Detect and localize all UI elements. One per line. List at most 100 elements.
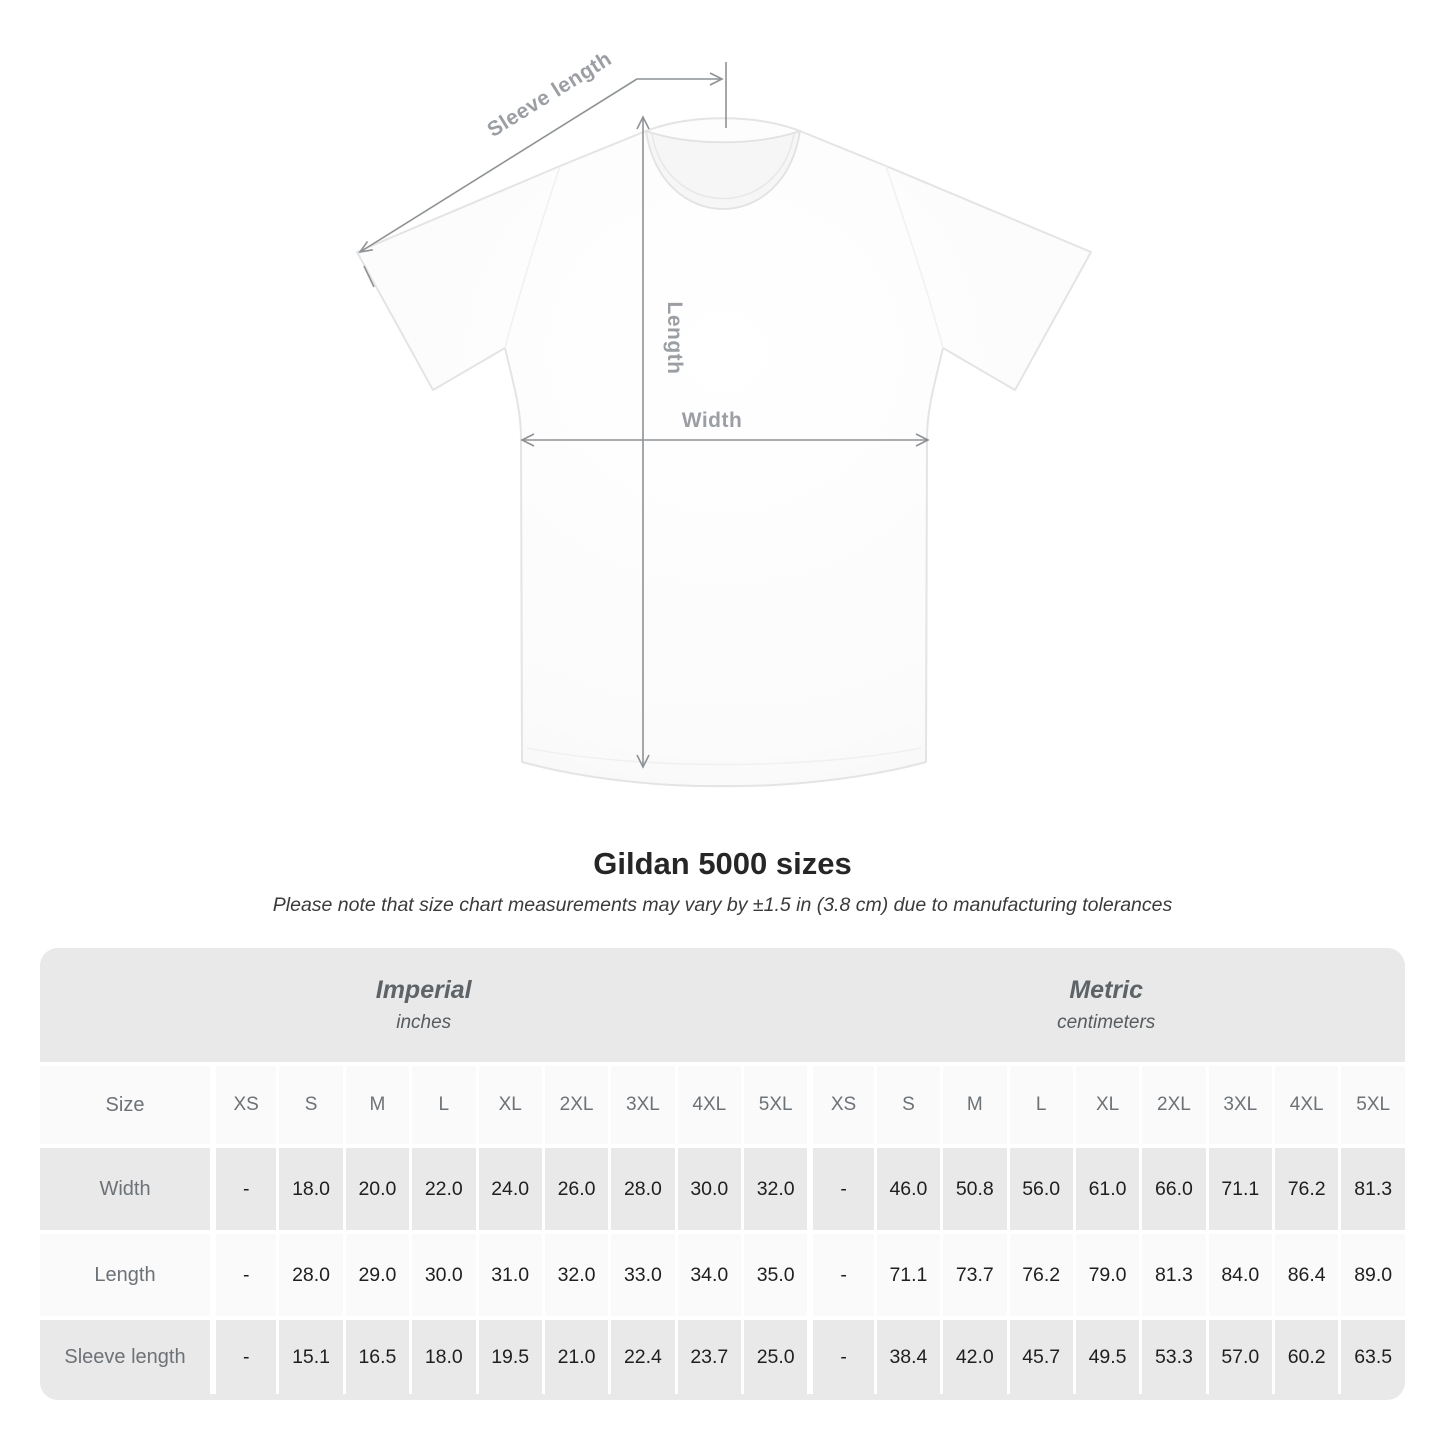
size-header-label: Size: [40, 1062, 210, 1144]
left-sleeve-seam: [504, 165, 561, 349]
size-column-header: XS: [210, 1062, 277, 1144]
measurement-value: 18.0: [409, 1316, 476, 1394]
measurement-value: 81.3: [1338, 1144, 1405, 1230]
measurement-value: 73.7: [940, 1230, 1007, 1316]
measurement-value: 28.0: [276, 1230, 343, 1316]
measurement-value: 81.3: [1139, 1230, 1206, 1316]
metric-group-header: Metric centimeters: [807, 948, 1405, 1062]
size-column-header: 4XL: [1272, 1062, 1339, 1144]
size-column-header: S: [873, 1062, 941, 1144]
measurement-row: Length -28.0 29.0 30.0 31.0 32.0 33.0 34.0 35.0-…: [40, 1230, 1405, 1316]
measurement-value: -: [210, 1230, 277, 1316]
size-column-header: M: [940, 1062, 1007, 1144]
measurement-value: -: [210, 1316, 277, 1394]
measurement-value: 26.0: [541, 1144, 609, 1230]
size-column-header: XL: [475, 1062, 542, 1144]
measurement-value: 42.0: [940, 1316, 1007, 1394]
width-right-arrowhead: [915, 433, 930, 447]
size-column-header: S: [276, 1062, 343, 1144]
width-left-arrowhead: [520, 433, 535, 447]
width-label: Width: [682, 409, 743, 432]
measurement-value: -: [210, 1144, 277, 1230]
unit-group-row: Imperial inches Metric centimeters: [40, 948, 1405, 1062]
measurement-value: 24.0: [475, 1144, 542, 1230]
measurement-value: 15.1: [276, 1316, 343, 1394]
measurement-value: 46.0: [873, 1144, 941, 1230]
measurement-value: 21.0: [541, 1316, 609, 1394]
measurement-value: -: [807, 1230, 874, 1316]
size-column-header: L: [1006, 1062, 1073, 1144]
measurement-value: 22.4: [608, 1316, 675, 1394]
measurement-value: -: [807, 1316, 874, 1394]
imperial-group-unit: inches: [396, 1012, 452, 1033]
measurement-value: 28.0: [608, 1144, 675, 1230]
sleeve-length-label: Sleeve length: [483, 47, 616, 142]
measurement-value: 31.0: [475, 1230, 542, 1316]
measurement-value: 63.5: [1338, 1316, 1405, 1394]
measurement-value: 53.3: [1139, 1316, 1206, 1394]
collar-band-line: [651, 133, 795, 200]
size-column-header: XS: [807, 1062, 874, 1144]
hem-stitch: [526, 747, 922, 766]
measurement-value: 29.0: [342, 1230, 410, 1316]
size-column-header: 2XL: [541, 1062, 609, 1144]
row-label: Length: [40, 1230, 210, 1316]
measurement-value: 66.0: [1139, 1144, 1206, 1230]
size-column-header: 5XL: [741, 1062, 808, 1144]
page-title: Gildan 5000 sizes: [593, 846, 852, 881]
size-column-header: M: [342, 1062, 410, 1144]
length-label: Length: [663, 302, 686, 375]
sleeve-end-extension-line: [363, 265, 375, 288]
measurement-value: 86.4: [1272, 1230, 1339, 1316]
measurement-value: 16.5: [342, 1316, 410, 1394]
measurement-value: 84.0: [1205, 1230, 1272, 1316]
length-top-arrowhead: [636, 115, 650, 130]
imperial-group-header: Imperial inches: [40, 948, 808, 1062]
collar-opening: [644, 129, 802, 210]
measurement-value: 49.5: [1072, 1316, 1140, 1394]
measurement-value: 18.0: [276, 1144, 343, 1230]
measurement-value: 61.0: [1072, 1144, 1140, 1230]
measurement-value: 57.0: [1205, 1316, 1272, 1394]
row-label: Width: [40, 1144, 210, 1230]
tshirt-measurement-diagram: Sleeve length Length Width: [356, 47, 1092, 788]
measurement-value: 76.2: [1272, 1144, 1339, 1230]
tshirt-body: [356, 117, 1092, 788]
measurement-value: 35.0: [741, 1230, 808, 1316]
measurement-value: 25.0: [741, 1316, 808, 1394]
measurement-value: 60.2: [1272, 1316, 1339, 1394]
imperial-group-title: Imperial: [375, 976, 472, 1004]
right-sleeve-seam: [885, 165, 944, 349]
row-label: Sleeve length: [40, 1316, 210, 1394]
size-table-body: Imperial inches Metric centimeters Size X…: [40, 948, 1405, 1394]
size-column-header: 3XL: [608, 1062, 675, 1144]
measurement-row: Width -18.0 20.0 22.0 24.0 26.0 28.0 30.0 32.0-4…: [40, 1144, 1405, 1230]
size-column-header: XL: [1072, 1062, 1140, 1144]
measurement-value: 71.1: [873, 1230, 941, 1316]
measurement-value: 50.8: [940, 1144, 1007, 1230]
measurement-value: 32.0: [541, 1230, 609, 1316]
measurement-value: 30.0: [674, 1144, 741, 1230]
measurement-value: 38.4: [873, 1316, 941, 1394]
measurement-value: 76.2: [1006, 1230, 1073, 1316]
metric-group-title: Metric: [1069, 976, 1143, 1004]
measurement-value: 19.5: [475, 1316, 542, 1394]
measurement-value: 20.0: [342, 1144, 410, 1230]
measurement-row: Sleeve length -15.1 16.5 18.0 19.5 21.0 22.4 23…: [40, 1316, 1405, 1394]
metric-group-unit: centimeters: [1057, 1012, 1156, 1033]
size-column-header: 2XL: [1139, 1062, 1206, 1144]
measurement-value: 45.7: [1006, 1316, 1073, 1394]
sleeve-length-arrowhead: [358, 240, 373, 254]
tolerance-note: Please note that size chart measurements…: [272, 894, 1173, 916]
sleeve-length-line: [359, 78, 722, 253]
measurement-value: 33.0: [608, 1230, 675, 1316]
measurement-value: 34.0: [674, 1230, 741, 1316]
measurement-value: 32.0: [741, 1144, 808, 1230]
length-bottom-arrowhead: [636, 754, 650, 769]
measurement-value: 89.0: [1338, 1230, 1405, 1316]
size-header-row: Size XS S M L XL 2XL 3XL 4XL 5XL XS S M L XL 2XL 3XL 4XL 5…: [40, 1062, 1405, 1144]
size-table: Imperial inches Metric centimeters Size X…: [40, 948, 1405, 1394]
measurement-value: 23.7: [674, 1316, 741, 1394]
size-column-header: 4XL: [674, 1062, 741, 1144]
measurement-value: 79.0: [1072, 1230, 1140, 1316]
